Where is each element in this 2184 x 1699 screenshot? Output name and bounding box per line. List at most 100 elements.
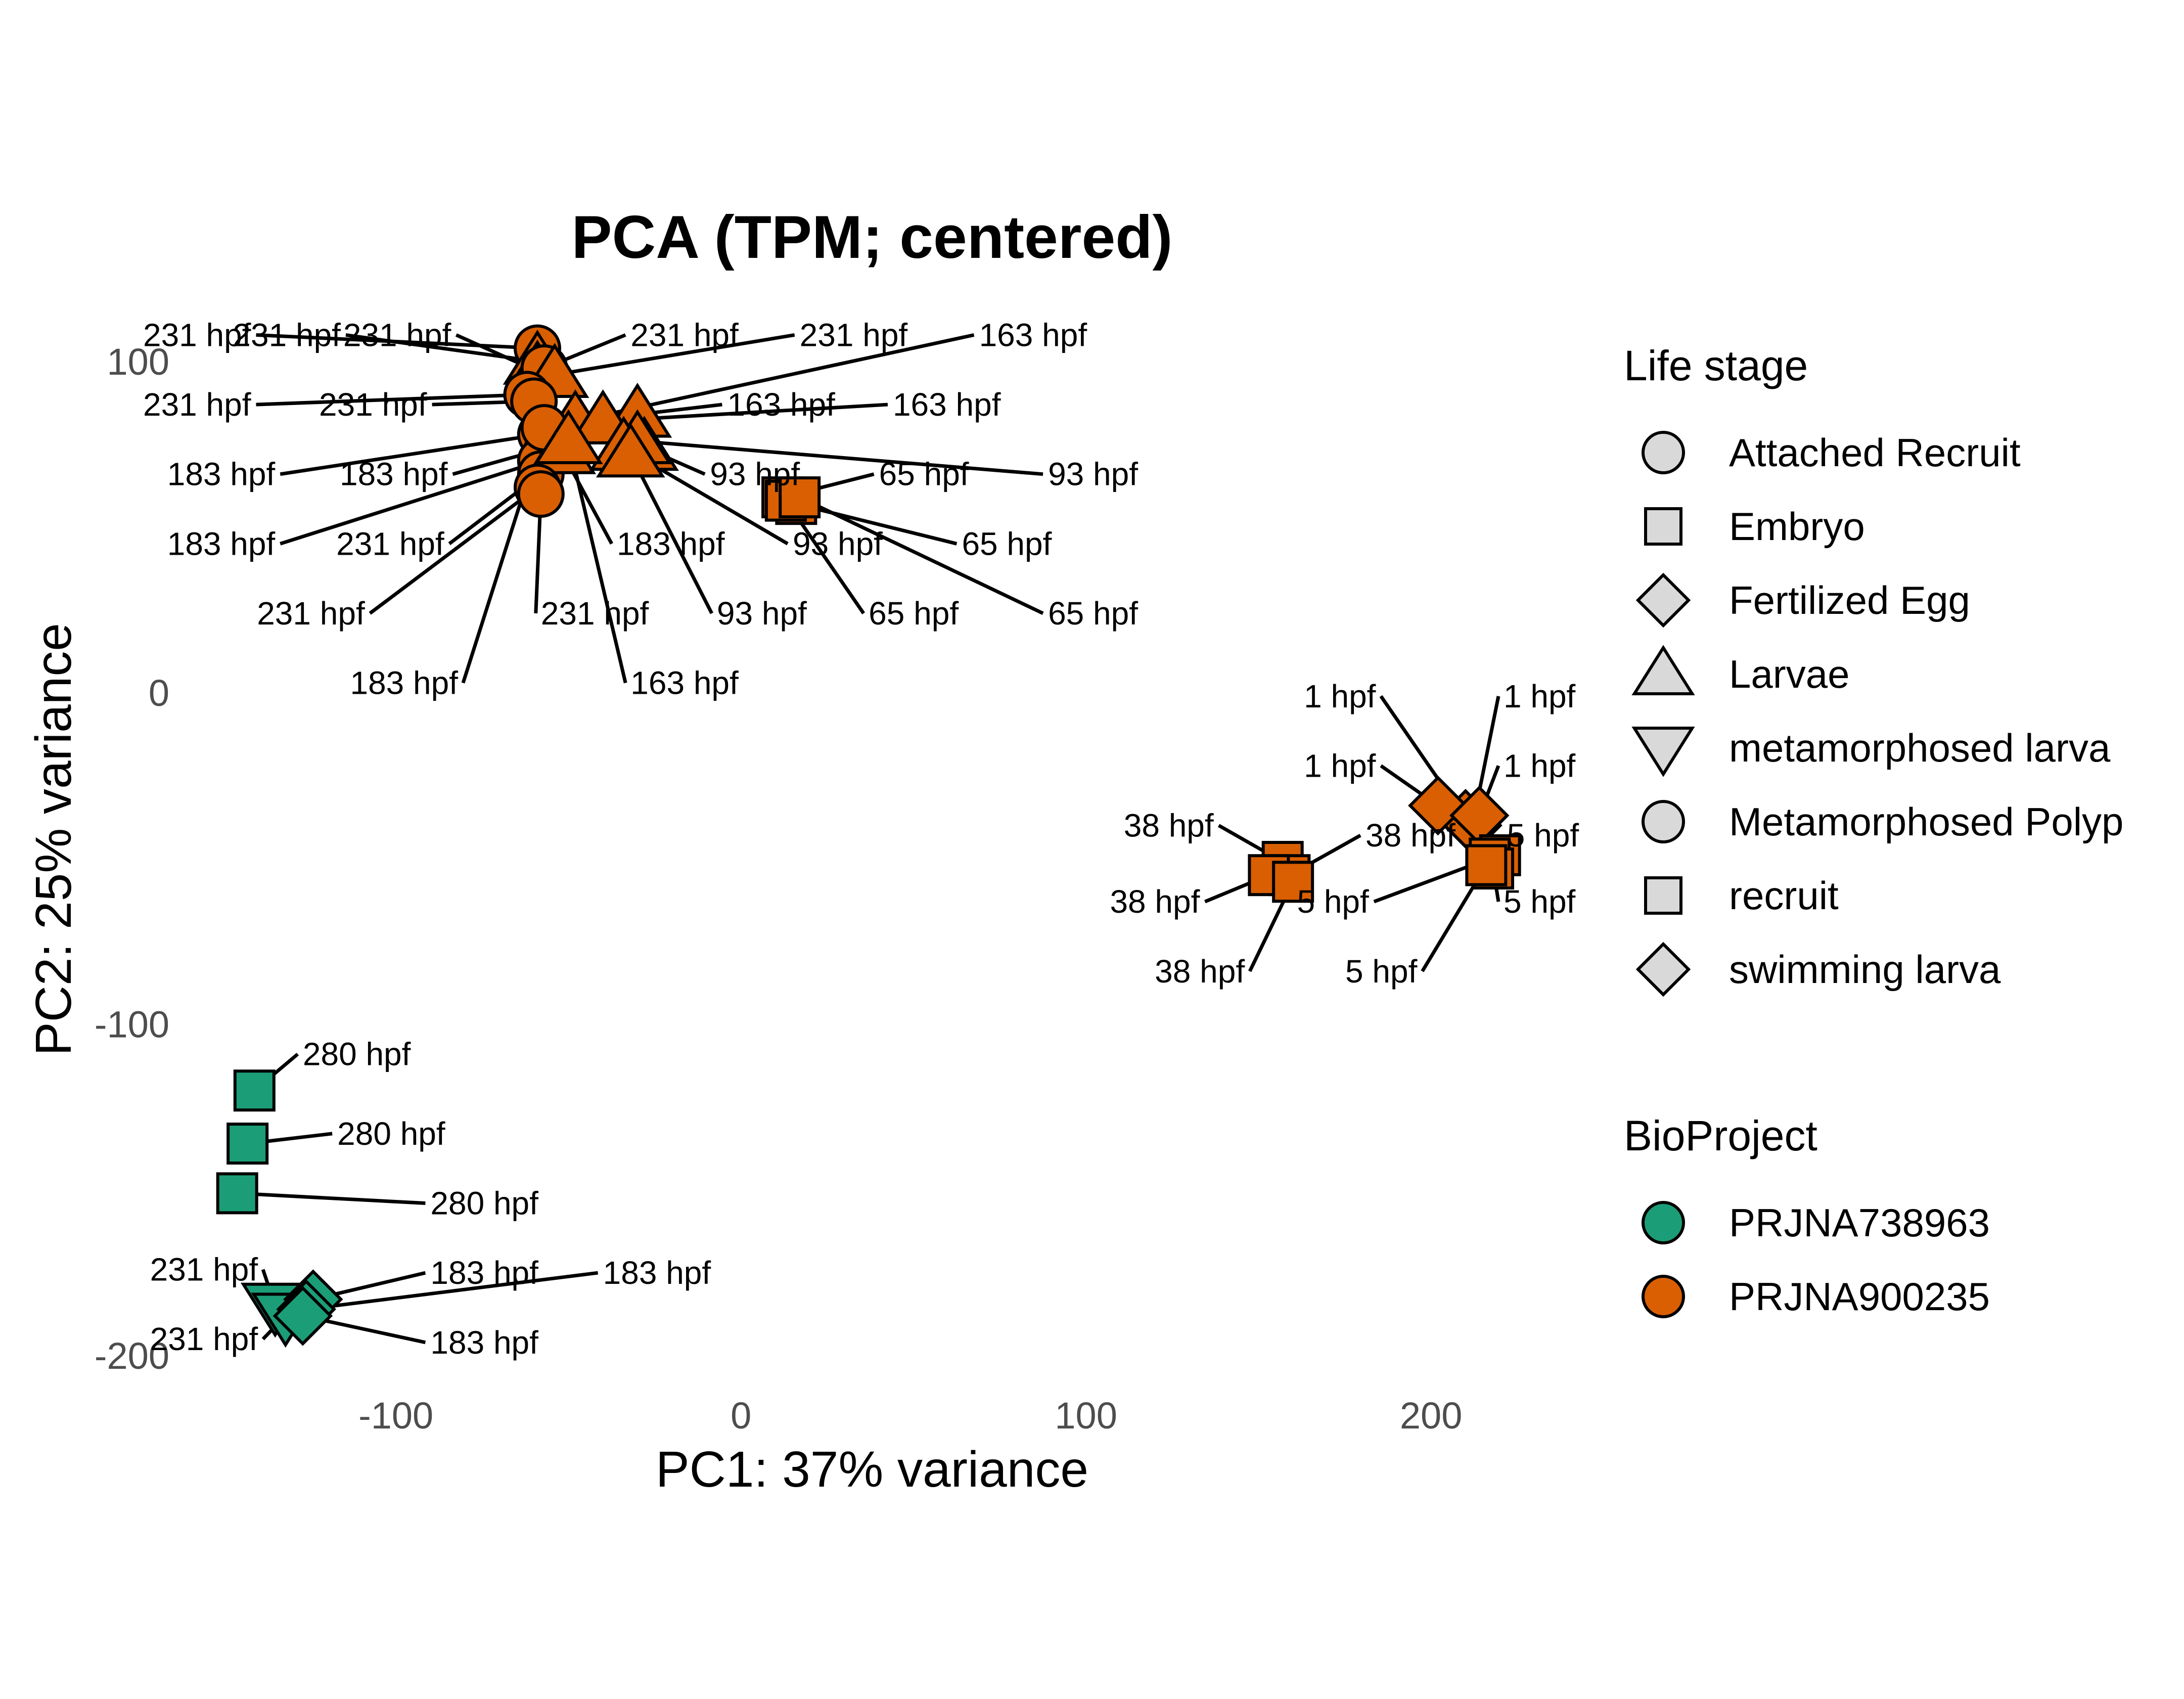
data-points <box>216 324 1521 1348</box>
legend-key-diamond <box>1635 942 1691 997</box>
legend-color-label: PRJNA738963 <box>1729 1200 1990 1245</box>
point-label: 163 hpf <box>727 386 835 423</box>
legend-key-square <box>1644 507 1682 546</box>
point-label: 231 hpf <box>143 386 251 423</box>
data-point-square <box>216 1172 258 1215</box>
label-connector <box>306 1271 599 1311</box>
data-point-circle <box>517 470 565 518</box>
legend-key-color <box>1642 1201 1685 1244</box>
point-label: 183 hpf <box>340 456 448 493</box>
label-connector <box>629 453 713 614</box>
point-label: 38 hpf <box>1110 883 1200 920</box>
legend-shape-label: Metamorphosed Polyp <box>1729 799 2123 844</box>
data-point-diamond <box>1408 775 1468 836</box>
legend-key-square <box>1644 876 1682 915</box>
chart-title: PCA (TPM; centered) <box>572 203 1173 271</box>
y-tick-label: -200 <box>95 1335 169 1377</box>
point-label: 1 hpf <box>1504 747 1576 784</box>
point-label: 5 hpf <box>1507 817 1579 854</box>
point-label: 1 hpf <box>1304 747 1376 784</box>
point-label: 65 hpf <box>869 595 959 632</box>
point-label: 5 hpf <box>1345 953 1418 990</box>
point-label: 163 hpf <box>893 386 1001 423</box>
legend-shape-label: Attached Recruit <box>1729 430 2021 475</box>
point-label: 65 hpf <box>962 525 1052 562</box>
legend: Life stage Attached Recruit Embryo Fertili… <box>1624 342 2123 1319</box>
x-tick-label: -100 <box>358 1395 433 1437</box>
point-label: 38 hpf <box>1124 807 1214 843</box>
y-axis-ticks: -200 -100 0 100 <box>95 341 169 1377</box>
label-connector <box>796 502 958 546</box>
legend-shape-label: Larvae <box>1729 652 1850 696</box>
point-label: 163 hpf <box>630 665 739 701</box>
legend-key-triangle-up <box>1631 645 1695 695</box>
data-point-square <box>226 1123 269 1165</box>
data-point-triangle-up <box>534 409 603 465</box>
legend-color-title: BioProject <box>1624 1112 1817 1159</box>
point-label: 231 hpf <box>233 317 341 353</box>
y-tick-label: 100 <box>107 341 169 383</box>
data-point-triangle-up <box>596 422 665 478</box>
y-tick-label: 0 <box>149 672 169 714</box>
point-label: 183 hpf <box>167 525 276 562</box>
point-label: 231 hpf <box>319 386 427 423</box>
legend-shape-label: recruit <box>1729 873 1839 918</box>
y-tick-label: -100 <box>95 1004 169 1046</box>
data-point-diamond <box>272 1286 333 1346</box>
legend-key-color <box>1642 1275 1685 1318</box>
point-label: 1 hpf <box>1304 678 1376 714</box>
x-tick-label: 0 <box>731 1395 751 1437</box>
x-axis-title: PC1: 37% variance <box>656 1441 1088 1498</box>
label-connector <box>237 1191 426 1205</box>
y-axis-title: PC2: 25% variance <box>25 623 82 1056</box>
label-connector <box>799 496 1044 615</box>
x-axis-ticks: -100 0 100 200 <box>358 1395 1462 1437</box>
point-label: 231 hpf <box>143 317 251 353</box>
point-label: 93 hpf <box>710 456 800 493</box>
point-label: 183 hpf <box>617 525 725 562</box>
label-connector <box>280 459 541 546</box>
legend-key-circle <box>1642 800 1685 843</box>
point-label: 231 hpf <box>630 317 739 353</box>
point-label: 93 hpf <box>1048 456 1138 493</box>
point-label: 231 hpf <box>541 595 649 632</box>
label-connector <box>280 432 541 476</box>
point-label: 231 hpf <box>800 317 908 353</box>
x-tick-label: 200 <box>1400 1395 1462 1437</box>
label-connector <box>554 333 795 377</box>
legend-shape-entries: Attached Recruit Embryo Fertilized Egg Larv… <box>1631 430 2123 997</box>
point-label: 5 hpf <box>1297 883 1369 920</box>
legend-shape-label: Embryo <box>1729 504 1865 549</box>
point-label: 183 hpf <box>603 1255 711 1291</box>
point-label: 231 hpf <box>150 1321 258 1357</box>
point-label: 65 hpf <box>879 456 969 493</box>
point-label: 93 hpf <box>717 595 807 632</box>
point-label: 1 hpf <box>1504 678 1576 714</box>
legend-key-triangle-down <box>1631 727 1695 777</box>
legend-color-entries: PRJNA738963 PRJNA900235 <box>1642 1200 1990 1319</box>
point-label: 163 hpf <box>979 317 1087 353</box>
legend-shape-label: metamorphosed larva <box>1729 726 2111 770</box>
legend-key-diamond <box>1635 572 1691 628</box>
data-point-square <box>233 1069 276 1112</box>
point-label: 183 hpf <box>430 1324 538 1361</box>
point-label: 231 hpf <box>336 525 444 562</box>
point-label: 231 hpf <box>150 1251 258 1288</box>
label-connector <box>369 486 539 615</box>
point-label: 280 hpf <box>430 1185 538 1222</box>
label-connector <box>637 439 1043 476</box>
legend-shape-title: Life stage <box>1624 342 1808 389</box>
point-label: 280 hpf <box>303 1036 411 1072</box>
point-label: 183 hpf <box>430 1255 538 1291</box>
point-label: 5 hpf <box>1504 883 1576 920</box>
point-label: 280 hpf <box>337 1115 445 1152</box>
point-label: 38 hpf <box>1366 817 1455 854</box>
legend-shape-label: swimming larva <box>1729 947 2001 992</box>
label-connector <box>256 392 527 407</box>
point-label: 38 hpf <box>1155 953 1245 990</box>
data-point-square <box>1465 844 1508 886</box>
point-label: 183 hpf <box>350 665 458 701</box>
x-tick-label: 100 <box>1055 1395 1117 1437</box>
